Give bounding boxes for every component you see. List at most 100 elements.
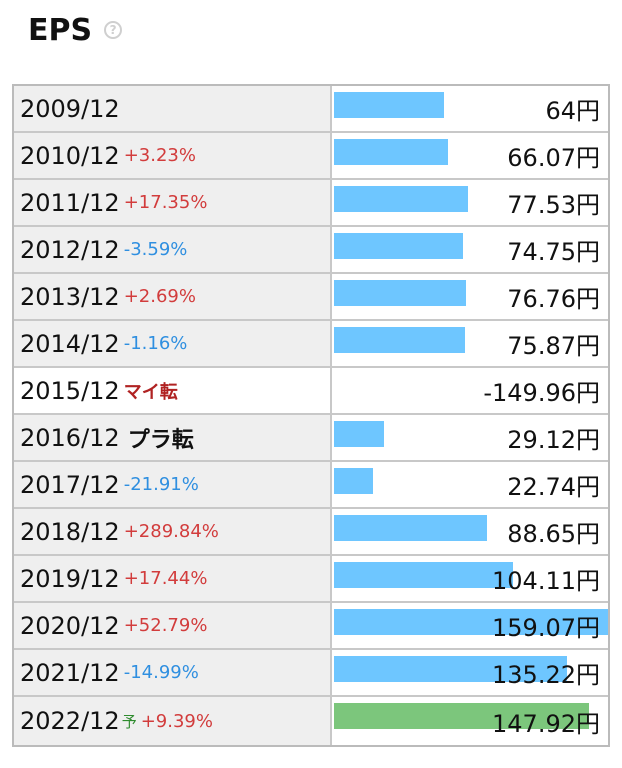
change-label: +9.39% bbox=[140, 710, 213, 732]
value-label: 74.75円 bbox=[507, 238, 600, 266]
eps-bar bbox=[334, 656, 567, 682]
row-label: 2009/12 bbox=[14, 86, 332, 131]
table-row: 2019/12 +17.44% 104.11円 bbox=[14, 556, 608, 603]
change-label: プラ転 bbox=[127, 427, 194, 453]
value-label: 22.74円 bbox=[507, 473, 600, 501]
table-row: 2012/12 -3.59% 74.75円 bbox=[14, 227, 608, 274]
table-row: 2018/12 +289.84% 88.65円 bbox=[14, 509, 608, 556]
year-label: 2016/12 bbox=[20, 423, 120, 452]
value-label: 64円 bbox=[545, 97, 600, 125]
row-label: 2019/12 +17.44% bbox=[14, 556, 332, 601]
year-label: 2018/12 bbox=[20, 517, 120, 546]
eps-bar bbox=[334, 515, 487, 541]
row-label: 2014/12 -1.16% bbox=[14, 321, 332, 366]
eps-bar bbox=[334, 233, 463, 259]
eps-bar bbox=[334, 609, 608, 635]
table-row: 2013/12 +2.69% 76.76円 bbox=[14, 274, 608, 321]
change-label: +289.84% bbox=[123, 521, 219, 542]
table-row: 2016/12 プラ転 29.12円 bbox=[14, 415, 608, 462]
bar-cell: 147.92円 bbox=[332, 697, 608, 745]
table-row: 2021/12 -14.99% 135.22円 bbox=[14, 650, 608, 697]
value-label: 77.53円 bbox=[507, 191, 600, 219]
value-label: -149.96円 bbox=[483, 379, 600, 407]
year-label: 2009/12 bbox=[20, 94, 120, 123]
bar-cell: 64円 bbox=[332, 86, 608, 131]
eps-bar bbox=[334, 139, 448, 165]
bar-cell: 135.22円 bbox=[332, 650, 608, 695]
eps-bar bbox=[334, 280, 466, 306]
value-label: 88.65円 bbox=[507, 520, 600, 548]
bar-cell: 77.53円 bbox=[332, 180, 608, 225]
table-row: 2009/12 64円 bbox=[14, 86, 608, 133]
value-label: 66.07円 bbox=[507, 144, 600, 172]
bar-cell: 75.87円 bbox=[332, 321, 608, 366]
bar-cell: 22.74円 bbox=[332, 462, 608, 507]
year-label: 2022/12 bbox=[20, 707, 120, 735]
eps-bar bbox=[334, 186, 468, 212]
row-label: 2016/12 プラ転 bbox=[14, 415, 332, 460]
value-label: 75.87円 bbox=[507, 332, 600, 360]
change-label: -21.91% bbox=[123, 474, 199, 495]
table-row: 2015/12 マイ転 -149.96円 bbox=[14, 368, 608, 415]
eps-bar bbox=[334, 92, 444, 118]
page-title: EPS bbox=[28, 12, 93, 48]
forecast-badge: 予 bbox=[121, 712, 137, 731]
year-label: 2015/12 bbox=[20, 376, 120, 405]
year-label: 2019/12 bbox=[20, 564, 120, 593]
change-label: +17.44% bbox=[123, 568, 208, 589]
eps-bar bbox=[334, 421, 384, 447]
table-row: 2020/12 +52.79% 159.07円 bbox=[14, 603, 608, 650]
bar-cell: 29.12円 bbox=[332, 415, 608, 460]
value-label: 29.12円 bbox=[507, 426, 600, 454]
eps-header: EPS ? bbox=[28, 10, 123, 50]
bar-cell: 159.07円 bbox=[332, 603, 608, 648]
row-label: 2015/12 マイ転 bbox=[14, 368, 332, 413]
bar-cell: 66.07円 bbox=[332, 133, 608, 178]
table-row: 2014/12 -1.16% 75.87円 bbox=[14, 321, 608, 368]
bar-cell: 74.75円 bbox=[332, 227, 608, 272]
row-label: 2020/12 +52.79% bbox=[14, 603, 332, 648]
table-row: 2022/12 予 +9.39% 147.92円 bbox=[14, 697, 608, 745]
table-row: 2017/12 -21.91% 22.74円 bbox=[14, 462, 608, 509]
row-label: 2017/12 -21.91% bbox=[14, 462, 332, 507]
eps-bar bbox=[334, 468, 373, 494]
bar-cell: 88.65円 bbox=[332, 509, 608, 554]
change-label: +52.79% bbox=[123, 615, 208, 636]
year-label: 2021/12 bbox=[20, 658, 120, 687]
value-label: 159.07円 bbox=[492, 614, 600, 642]
year-label: 2013/12 bbox=[20, 282, 120, 311]
year-label: 2014/12 bbox=[20, 329, 120, 358]
row-label: 2022/12 予 +9.39% bbox=[14, 697, 332, 745]
value-label: 135.22円 bbox=[492, 661, 600, 689]
change-label: -3.59% bbox=[123, 239, 188, 260]
table-row: 2010/12 +3.23% 66.07円 bbox=[14, 133, 608, 180]
value-label: 147.92円 bbox=[492, 709, 600, 738]
row-label: 2013/12 +2.69% bbox=[14, 274, 332, 319]
change-label: +17.35% bbox=[123, 192, 208, 213]
year-label: 2011/12 bbox=[20, 188, 120, 217]
bar-cell: 76.76円 bbox=[332, 274, 608, 319]
year-label: 2012/12 bbox=[20, 235, 120, 264]
eps-table: 2009/12 64円 2010/12 +3.23% 66.07円 2011/12 +17.… bbox=[12, 84, 610, 747]
change-label: マイ転 bbox=[123, 381, 178, 403]
year-label: 2017/12 bbox=[20, 470, 120, 499]
year-label: 2020/12 bbox=[20, 611, 120, 640]
bar-cell: -149.96円 bbox=[332, 368, 608, 413]
help-icon[interactable]: ? bbox=[104, 21, 123, 39]
value-label: 104.11円 bbox=[492, 567, 600, 595]
value-label: 76.76円 bbox=[507, 285, 600, 313]
forecast-bar bbox=[334, 703, 589, 729]
row-label: 2012/12 -3.59% bbox=[14, 227, 332, 272]
row-label: 2010/12 +3.23% bbox=[14, 133, 332, 178]
row-label: 2011/12 +17.35% bbox=[14, 180, 332, 225]
change-label: +2.69% bbox=[123, 286, 196, 307]
eps-bar bbox=[334, 327, 465, 353]
change-label: +3.23% bbox=[123, 145, 196, 166]
row-label: 2018/12 +289.84% bbox=[14, 509, 332, 554]
row-label: 2021/12 -14.99% bbox=[14, 650, 332, 695]
bar-cell: 104.11円 bbox=[332, 556, 608, 601]
year-label: 2010/12 bbox=[20, 141, 120, 170]
change-label: -1.16% bbox=[123, 333, 188, 354]
table-row: 2011/12 +17.35% 77.53円 bbox=[14, 180, 608, 227]
eps-bar bbox=[334, 562, 513, 588]
